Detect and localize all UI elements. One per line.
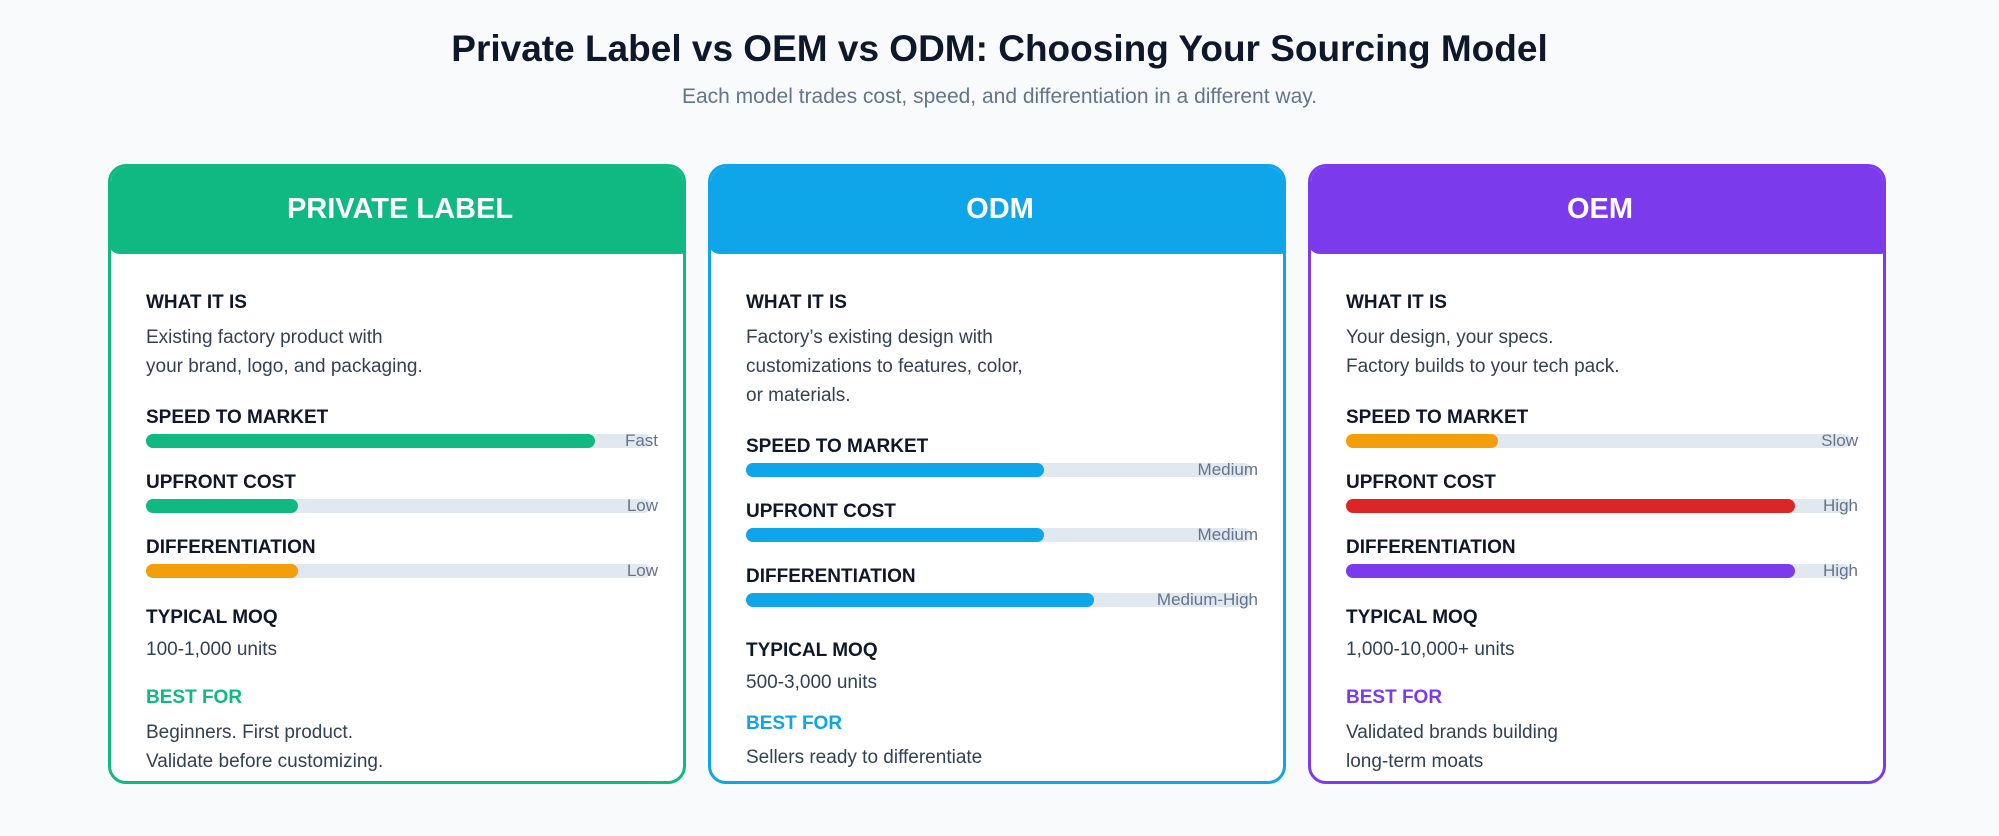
best-for-label: BEST FOR — [746, 713, 843, 734]
metric-level: Medium-High — [1156, 590, 1258, 609]
moq-value: 1,000-10,000+ units — [1346, 639, 1515, 660]
best-for-label: BEST FOR — [146, 687, 243, 708]
card-header: OEM — [1311, 167, 1883, 254]
page-subtitle: Each model trades cost, speed, and diffe… — [681, 85, 1318, 108]
metric-level: Low — [626, 496, 658, 515]
what-it-is-line: Existing factory product with — [146, 327, 383, 348]
what-it-is-line: or materials. — [746, 385, 851, 406]
metric-label-speed: SPEED TO MARKET — [146, 407, 329, 428]
what-it-is-label: WHAT IT IS — [146, 292, 247, 313]
best-for-line: long-term moats — [1346, 751, 1484, 772]
best-for-line: Validated brands building — [1346, 722, 1558, 743]
metric-label-differentiation: DIFFERENTIATION — [1346, 537, 1516, 558]
metric-fill — [1346, 499, 1796, 513]
metric-level: Fast — [624, 431, 658, 450]
metric-level: Medium — [1197, 525, 1258, 544]
metric-label-cost: UPFRONT COST — [146, 472, 296, 493]
metric-level: Low — [626, 561, 658, 580]
page-title: Private Label vs OEM vs ODM: Choosing Yo… — [451, 28, 1548, 69]
moq-value: 100-1,000 units — [146, 639, 277, 660]
best-for-line: Validate before customizing. — [146, 751, 384, 772]
metric-fill — [746, 593, 1095, 607]
metric-bar-speed — [1346, 434, 1851, 448]
metric-bar-speed — [746, 463, 1251, 477]
metric-fill — [146, 499, 298, 513]
what-it-is-line: your brand, logo, and packaging. — [146, 356, 423, 377]
metric-level: Slow — [1821, 431, 1858, 450]
metric-bar-differentiation — [746, 593, 1251, 607]
metric-label-cost: UPFRONT COST — [746, 501, 896, 522]
what-it-is-label: WHAT IT IS — [1346, 292, 1447, 313]
metric-bar-cost — [1346, 499, 1851, 513]
metric-fill — [1346, 434, 1498, 448]
best-for-line: Sellers ready to differentiate — [746, 747, 983, 768]
card-odm: ODM WHAT IT IS Factory’s existing design… — [708, 164, 1286, 784]
what-it-is-label: WHAT IT IS — [746, 292, 847, 313]
moq-label: TYPICAL MOQ — [746, 640, 878, 661]
metric-fill — [146, 434, 596, 448]
metric-fill — [746, 463, 1044, 477]
what-it-is-line: Your design, your specs. — [1346, 327, 1554, 348]
moq-label: TYPICAL MOQ — [146, 607, 278, 628]
metric-fill — [146, 564, 298, 578]
best-for-label: BEST FOR — [1346, 687, 1443, 708]
metric-label-speed: SPEED TO MARKET — [1346, 407, 1529, 428]
what-it-is-line: Factory builds to your tech pack. — [1346, 356, 1620, 377]
what-it-is-line: Factory’s existing design with — [746, 327, 993, 348]
card-header: ODM — [711, 167, 1283, 254]
card-header: PRIVATE LABEL — [111, 167, 683, 254]
metric-level: High — [1823, 561, 1858, 580]
card-private-label: PRIVATE LABEL WHAT IT IS Existing factor… — [108, 164, 686, 784]
metric-bar-cost — [146, 499, 651, 513]
metric-label-differentiation: DIFFERENTIATION — [146, 537, 316, 558]
moq-label: TYPICAL MOQ — [1346, 607, 1478, 628]
metric-label-differentiation: DIFFERENTIATION — [746, 566, 916, 587]
card-oem: OEM WHAT IT IS Your design, your specs. … — [1308, 164, 1886, 784]
metric-level: High — [1823, 496, 1858, 515]
metric-label-cost: UPFRONT COST — [1346, 472, 1496, 493]
metric-bar-differentiation — [1346, 564, 1851, 578]
metric-fill — [746, 528, 1044, 542]
metric-fill — [1346, 564, 1796, 578]
moq-value: 500-3,000 units — [746, 672, 877, 693]
metric-bar-cost — [746, 528, 1251, 542]
metric-label-speed: SPEED TO MARKET — [746, 436, 929, 457]
best-for-line: Beginners. First product. — [146, 722, 353, 743]
what-it-is-line: customizations to features, color, — [746, 356, 1023, 377]
metric-bar-speed — [146, 434, 651, 448]
metric-bar-differentiation — [146, 564, 651, 578]
metric-level: Medium — [1197, 460, 1258, 479]
